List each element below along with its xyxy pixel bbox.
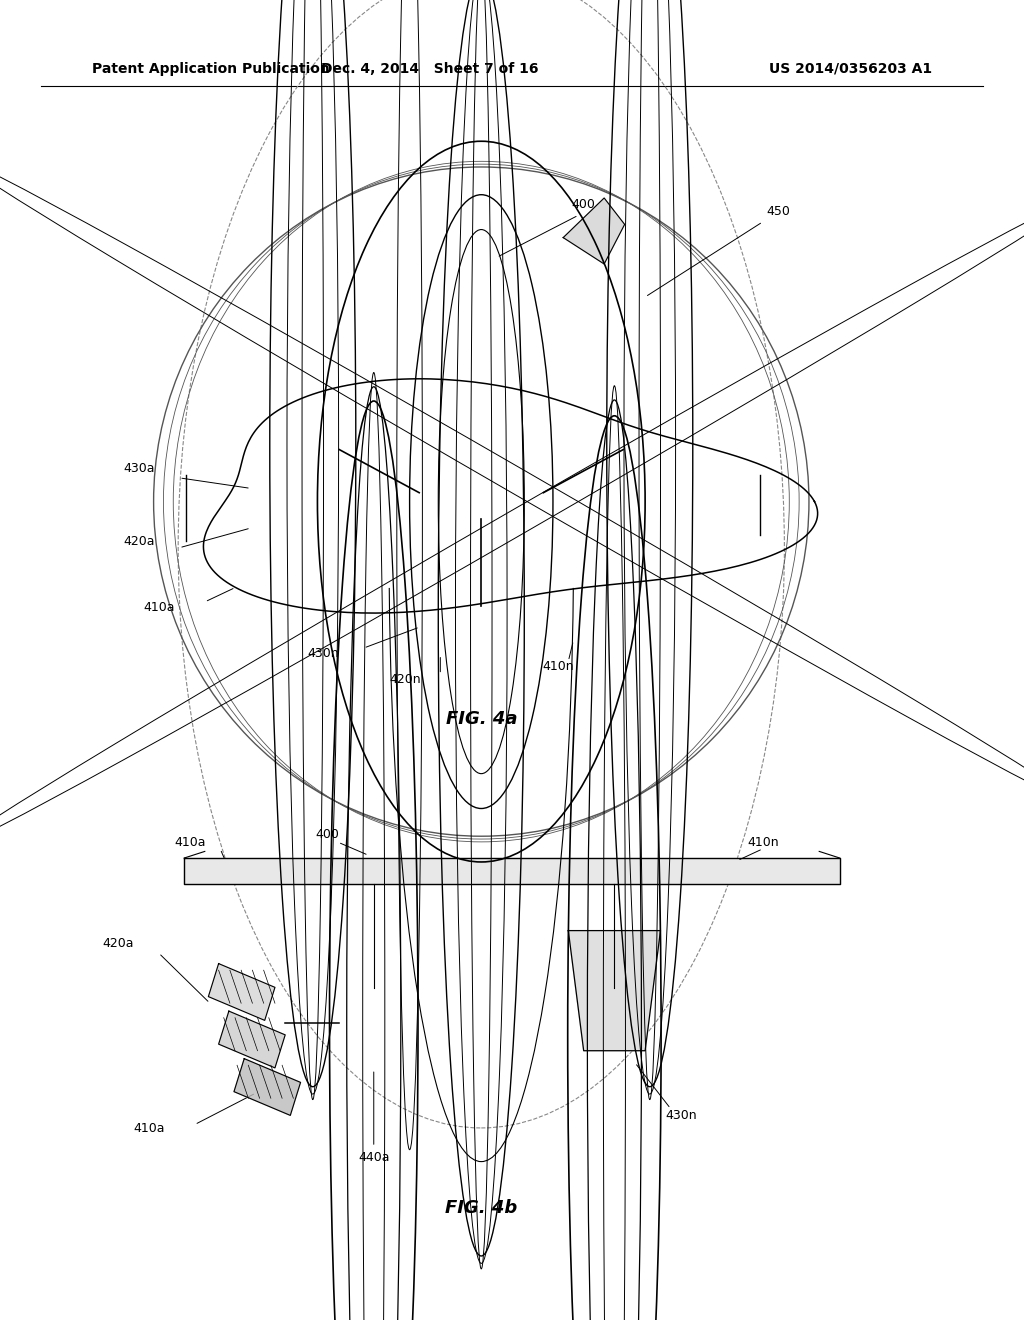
Text: FIG. 4b: FIG. 4b bbox=[445, 1199, 517, 1217]
Polygon shape bbox=[563, 198, 625, 264]
Text: 410n: 410n bbox=[748, 836, 779, 849]
Polygon shape bbox=[209, 964, 274, 1020]
Text: 430n: 430n bbox=[307, 647, 339, 660]
Text: 400: 400 bbox=[571, 198, 596, 211]
Text: 420n: 420n bbox=[389, 673, 421, 686]
Text: FIG. 4a: FIG. 4a bbox=[445, 710, 517, 729]
Text: 410a: 410a bbox=[133, 1122, 165, 1135]
Text: 410a: 410a bbox=[174, 836, 206, 849]
Text: Patent Application Publication: Patent Application Publication bbox=[92, 62, 330, 75]
Polygon shape bbox=[568, 931, 660, 1051]
Text: Dec. 4, 2014   Sheet 7 of 16: Dec. 4, 2014 Sheet 7 of 16 bbox=[322, 62, 539, 75]
Text: 440a: 440a bbox=[358, 1151, 389, 1164]
Text: 400: 400 bbox=[315, 828, 340, 841]
Text: 410n: 410n bbox=[543, 660, 574, 673]
Polygon shape bbox=[184, 858, 840, 884]
Polygon shape bbox=[234, 1059, 301, 1115]
Polygon shape bbox=[219, 1011, 285, 1068]
Text: 430n: 430n bbox=[666, 1109, 697, 1122]
Text: 450: 450 bbox=[766, 205, 791, 218]
Text: US 2014/0356203 A1: US 2014/0356203 A1 bbox=[769, 62, 932, 75]
Text: 430a: 430a bbox=[123, 462, 155, 475]
Text: 410a: 410a bbox=[143, 601, 175, 614]
Text: 420a: 420a bbox=[102, 937, 134, 950]
Text: 420a: 420a bbox=[123, 535, 155, 548]
